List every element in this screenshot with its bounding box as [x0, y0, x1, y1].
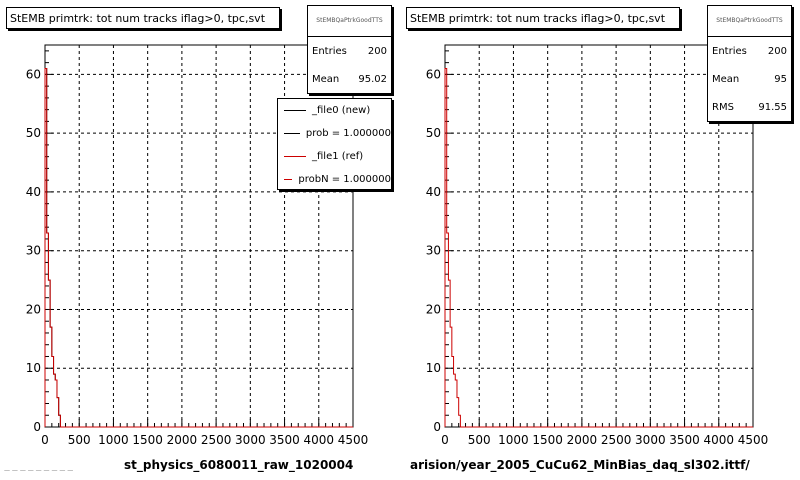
histogram-title: StEMB primtrk: tot num tracks iflag>0, t…	[6, 7, 280, 29]
stats-mean-label: Mean	[712, 73, 740, 85]
stats-mean-row: Mean 95.02	[308, 65, 391, 93]
x-tick-label: 3000	[235, 433, 266, 447]
legend-line-black	[284, 133, 300, 134]
x-tick-label: 1000	[498, 433, 529, 447]
x-tick-label: 3500	[269, 433, 300, 447]
stats-rms-label: RMS	[712, 101, 734, 113]
legend-label: prob = 1.000000	[305, 128, 391, 139]
stats-entries-value: 200	[367, 45, 387, 57]
legend-label: _file1 (ref)	[312, 151, 364, 162]
x-tick-label: 1500	[132, 433, 163, 447]
y-tick-label: 0	[33, 420, 41, 434]
legend-entry-file0: _file0 (new)	[278, 99, 391, 122]
corner-footnote: — — — — — — — — —	[4, 467, 74, 474]
legend-line-black	[284, 110, 306, 111]
x-tick-label: 2000	[567, 433, 598, 447]
stats-rms-row: RMS 91.55	[708, 93, 791, 121]
legend-entry-probn: probN = 1.000000	[278, 168, 391, 189]
x-tick-label: 4500	[338, 433, 369, 447]
x-tick-label: 500	[468, 433, 491, 447]
y-tick-label: 50	[426, 126, 441, 140]
stats-rms-value: 91.55	[758, 101, 787, 113]
histogram-panel-left: 0 500 1000 1500 2000 2500 3000 3500 4000 4500 0 10 2…	[6, 5, 392, 472]
histogram-panel-right: 0 500 1000 1500 2000 2500 3000 3500 4000 4500 0 10 2…	[400, 0, 800, 480]
x-tick-label: 4500	[738, 433, 769, 447]
histogram-title: StEMB primtrk: tot num tracks iflag>0, t…	[406, 7, 680, 29]
x-axis-title: st_physics_6080011_raw_1020004	[124, 458, 354, 472]
stats-entries-label: Entries	[312, 45, 347, 57]
legend-label: probN = 1.000000	[298, 174, 391, 185]
y-tick-label: 10	[426, 361, 441, 375]
stats-histogram-name: StEMBQaPtrkGoodTTS	[308, 6, 391, 37]
y-tick-label: 20	[26, 302, 41, 316]
y-tick-label: 10	[26, 361, 41, 375]
y-tick-label: 20	[426, 302, 441, 316]
stats-mean-row: Mean 95	[708, 65, 791, 93]
histogram-plot-left: 0 500 1000 1500 2000 2500 3000 3500 4000 4500 0 10 2…	[26, 44, 369, 447]
stats-histogram-name: StEMBQaPtrkGoodTTS	[708, 6, 791, 37]
stats-mean-value: 95.02	[358, 73, 387, 85]
legend-line-red	[284, 156, 306, 157]
y-tick-label: 30	[426, 244, 441, 258]
x-tick-label: 4000	[704, 433, 735, 447]
x-tick-label: 1500	[532, 433, 563, 447]
y-tick-label: 40	[26, 185, 41, 199]
x-tick-label: 1000	[98, 433, 129, 447]
legend-box: _file0 (new) prob = 1.000000 _file1 (ref…	[277, 98, 392, 190]
stats-entries-row: Entries 200	[708, 37, 791, 65]
y-tick-label: 50	[26, 126, 41, 140]
x-tick-label: 0	[41, 433, 49, 447]
stats-entries-value: 200	[767, 45, 787, 57]
legend-entry-file1: _file1 (ref)	[278, 145, 391, 168]
legend-entry-prob: prob = 1.000000	[278, 122, 391, 145]
stats-entries-row: Entries 200	[308, 37, 391, 65]
y-tick-label: 40	[426, 185, 441, 199]
legend-label: _file0 (new)	[312, 105, 371, 116]
legend-line-red	[284, 179, 293, 180]
x-tick-label: 500	[68, 433, 91, 447]
x-tick-label: 2500	[201, 433, 232, 447]
x-tick-label: 0	[441, 433, 449, 447]
x-tick-label: 3000	[635, 433, 666, 447]
x-tick-label: 2500	[601, 433, 632, 447]
stats-mean-value: 95	[774, 73, 787, 85]
stats-box: StEMBQaPtrkGoodTTS Entries 200 Mean 95 R…	[707, 5, 792, 122]
x-tick-label: 4000	[304, 433, 335, 447]
x-tick-label: 2000	[167, 433, 198, 447]
histogram-series-line	[444, 68, 753, 428]
y-tick-label: 30	[26, 244, 41, 258]
histogram-plot-right: 0 500 1000 1500 2000 2500 3000 3500 4000 4500 0 10 2…	[426, 44, 769, 447]
y-tick-label: 60	[426, 67, 441, 81]
stats-entries-label: Entries	[712, 45, 747, 57]
x-tick-label: 3500	[669, 433, 700, 447]
stats-box: StEMBQaPtrkGoodTTS Entries 200 Mean 95.0…	[307, 5, 392, 94]
y-tick-label: 60	[26, 67, 41, 81]
x-axis-title: arision/year_2005_CuCu62_MinBias_daq_sl3…	[410, 458, 750, 472]
histogram-series-line	[44, 68, 353, 428]
stats-mean-label: Mean	[312, 73, 340, 85]
y-tick-label: 0	[433, 420, 441, 434]
